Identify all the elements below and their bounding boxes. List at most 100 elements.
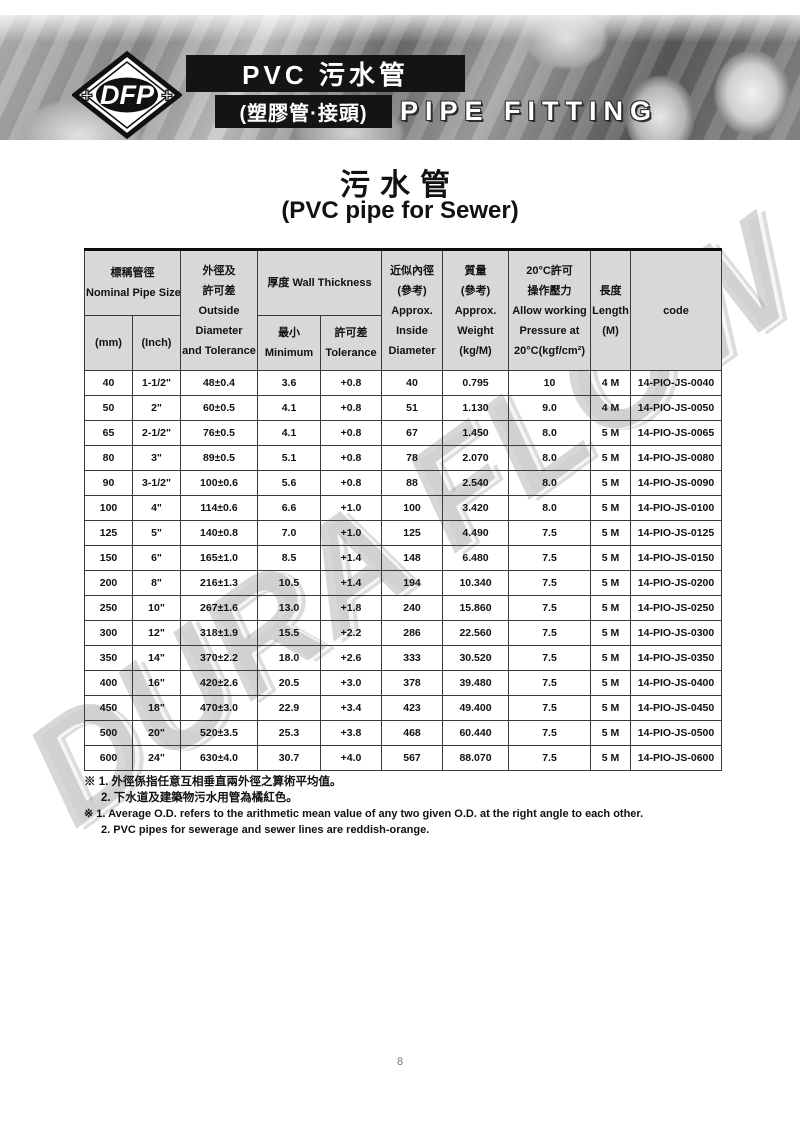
table-row: 125 5" 140±0.8 7.0 +1.0 125 4.490 7.5 5 M 14-PIO-…	[84, 520, 722, 546]
col-header-outside-diameter: 外徑及 許可差 Outside Diameter and Tolerance	[180, 249, 258, 371]
table-cell: +2.2	[320, 620, 382, 646]
table-cell: 39.480	[442, 670, 509, 696]
table-cell: 14-PIO-JS-0500	[630, 720, 722, 746]
table-cell: 9.0	[508, 395, 591, 421]
footnote-zh-2: 2. 下水道及建築物污水用管為橘紅色。	[101, 792, 298, 804]
table-row: 100 4" 114±0.6 6.6 +1.0 100 3.420 8.0 5 M 14-PIO-…	[84, 495, 722, 521]
table-cell: 1.450	[442, 420, 509, 446]
col-header-minimum: 最小 Minimum	[257, 315, 321, 371]
table-cell: 3.420	[442, 495, 509, 521]
table-cell: +1.0	[320, 520, 382, 546]
table-cell: 4 M	[590, 370, 631, 396]
table-row: 50 2" 60±0.5 4.1 +0.8 51 1.130 9.0 4 M 14-PIO-JS-…	[84, 395, 722, 421]
table-cell: 114±0.6	[180, 495, 258, 521]
table-cell: 60.440	[442, 720, 509, 746]
table-cell: 5.6	[257, 470, 321, 496]
table-cell: 286	[381, 620, 443, 646]
table-cell: 100	[381, 495, 443, 521]
table-cell: 67	[381, 420, 443, 446]
banner-subtitle-zh: (塑膠管·接頭)	[239, 103, 368, 125]
table-cell: 14-PIO-JS-0400	[630, 670, 722, 696]
table-cell: 100±0.6	[180, 470, 258, 496]
table-cell: 7.5	[508, 695, 591, 721]
table-cell: +1.0	[320, 495, 382, 521]
table-cell: 240	[381, 595, 443, 621]
table-cell: 88	[381, 470, 443, 496]
table-row: 350 14" 370±2.2 18.0 +2.6 333 30.520 7.5 5 M 14-P…	[84, 645, 722, 671]
col-header-mm: (mm)	[84, 315, 133, 371]
table-cell: 7.5	[508, 670, 591, 696]
table-cell: 4 M	[590, 395, 631, 421]
logo-diamond-inner	[83, 61, 171, 129]
page-title-zh: 污水管	[340, 169, 460, 202]
table-cell: 7.5	[508, 720, 591, 746]
table-cell: +0.8	[320, 470, 382, 496]
table-cell: +1.8	[320, 595, 382, 621]
footnote-zh-1: ※ 1. 外徑係指任意互相垂直兩外徑之算術平均值。	[84, 776, 342, 788]
table-cell: 40	[84, 370, 133, 396]
table-cell: 6"	[132, 545, 181, 571]
table-cell: 400	[84, 670, 133, 696]
footnotes: ※ 1. 外徑係指任意互相垂直兩外徑之算術平均值。 2. 下水道及建築物污水用管…	[84, 774, 724, 838]
table-cell: 18"	[132, 695, 181, 721]
table-cell: 88.070	[442, 745, 509, 771]
table-cell: 14-PIO-JS-0200	[630, 570, 722, 596]
logo-plus-right: +	[161, 85, 173, 107]
table-cell: +0.8	[320, 395, 382, 421]
table-cell: 8.0	[508, 420, 591, 446]
table-cell: 8.0	[508, 495, 591, 521]
table-cell: 7.5	[508, 645, 591, 671]
spec-table-wrapper: 標稱管徑 Nominal Pipe Size 外徑及 許可差 Outside D…	[84, 248, 722, 771]
table-cell: 5 M	[590, 495, 631, 521]
col-header-tolerance: 許可差 Tolerance	[320, 315, 382, 371]
col-header-inch: (Inch)	[132, 315, 181, 371]
table-row: 40 1-1/2" 48±0.4 3.6 +0.8 40 0.795 10 4 M 14-PIO-…	[84, 370, 722, 396]
table-cell: 7.5	[508, 520, 591, 546]
table-cell: 15.5	[257, 620, 321, 646]
dfp-logo-icon: + + DFP	[72, 51, 182, 139]
table-cell: 2.540	[442, 470, 509, 496]
table-row: 250 10" 267±1.6 13.0 +1.8 240 15.860 7.5 5 M 14-P…	[84, 595, 722, 621]
table-cell: 2-1/2"	[132, 420, 181, 446]
col-header-wall-thickness: 厚度 Wall Thickness	[257, 249, 382, 316]
table-cell: 14"	[132, 645, 181, 671]
col-header-weight: 質量 (參考) Approx. Weight (kg/M)	[442, 249, 509, 371]
table-cell: 125	[84, 520, 133, 546]
table-cell: 20.5	[257, 670, 321, 696]
table-cell: 14-PIO-JS-0090	[630, 470, 722, 496]
table-cell: 150	[84, 545, 133, 571]
table-cell: 370±2.2	[180, 645, 258, 671]
table-cell: 148	[381, 545, 443, 571]
table-cell: 165±1.0	[180, 545, 258, 571]
table-cell: 6.6	[257, 495, 321, 521]
table-cell: 50	[84, 395, 133, 421]
table-cell: 10.5	[257, 570, 321, 596]
table-cell: 1-1/2"	[132, 370, 181, 396]
table-cell: 78	[381, 445, 443, 471]
table-cell: 10	[508, 370, 591, 396]
table-cell: 4"	[132, 495, 181, 521]
table-cell: 14-PIO-JS-0050	[630, 395, 722, 421]
table-cell: +2.6	[320, 645, 382, 671]
table-cell: 1.130	[442, 395, 509, 421]
table-cell: 20"	[132, 720, 181, 746]
table-cell: 65	[84, 420, 133, 446]
table-cell: 16"	[132, 670, 181, 696]
banner-title-bar: PVC 污水管	[186, 55, 465, 92]
table-cell: 216±1.3	[180, 570, 258, 596]
table-cell: 3.6	[257, 370, 321, 396]
table-cell: 5 M	[590, 620, 631, 646]
table-cell: 5 M	[590, 595, 631, 621]
table-cell: 520±3.5	[180, 720, 258, 746]
table-cell: 12"	[132, 620, 181, 646]
table-cell: +0.8	[320, 445, 382, 471]
table-row: 400 16" 420±2.6 20.5 +3.0 378 39.480 7.5 5 M 14-P…	[84, 670, 722, 696]
table-cell: 600	[84, 745, 133, 771]
table-cell: 5 M	[590, 420, 631, 446]
table-cell: 14-PIO-JS-0065	[630, 420, 722, 446]
spec-table: 標稱管徑 Nominal Pipe Size 外徑及 許可差 Outside D…	[84, 248, 722, 771]
table-cell: 5 M	[590, 670, 631, 696]
table-cell: 13.0	[257, 595, 321, 621]
table-cell: +1.4	[320, 545, 382, 571]
